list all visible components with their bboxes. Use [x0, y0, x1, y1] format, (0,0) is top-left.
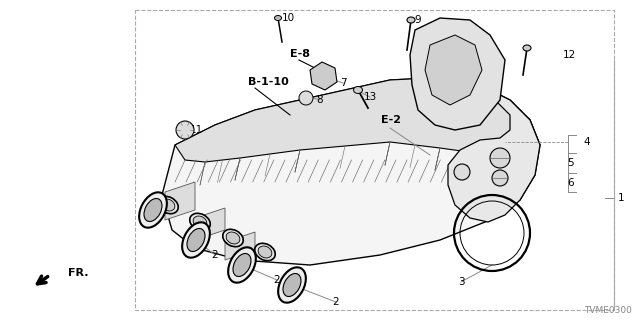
- Text: 7: 7: [340, 78, 346, 88]
- Circle shape: [176, 121, 194, 139]
- Ellipse shape: [182, 222, 210, 258]
- Text: 4: 4: [584, 137, 590, 147]
- Circle shape: [454, 164, 470, 180]
- Circle shape: [299, 91, 313, 105]
- Text: E-2: E-2: [381, 115, 401, 125]
- Polygon shape: [165, 182, 195, 220]
- Circle shape: [492, 170, 508, 186]
- Ellipse shape: [407, 17, 415, 23]
- Ellipse shape: [189, 213, 211, 231]
- Text: 3: 3: [458, 277, 464, 287]
- Ellipse shape: [161, 199, 175, 211]
- Polygon shape: [410, 18, 505, 130]
- Text: TVME0300: TVME0300: [584, 306, 632, 315]
- Polygon shape: [425, 35, 482, 105]
- Ellipse shape: [187, 228, 205, 252]
- Polygon shape: [310, 62, 337, 90]
- Text: 12: 12: [563, 50, 575, 60]
- Polygon shape: [448, 90, 540, 222]
- Text: 2: 2: [274, 275, 280, 285]
- Text: 10: 10: [282, 13, 294, 23]
- Ellipse shape: [139, 192, 167, 228]
- Text: 11: 11: [458, 165, 470, 175]
- Ellipse shape: [233, 253, 251, 276]
- Text: 6: 6: [568, 178, 574, 188]
- Text: 5: 5: [568, 158, 574, 168]
- Ellipse shape: [144, 198, 162, 221]
- Text: 2: 2: [150, 217, 156, 227]
- Text: 11: 11: [189, 125, 203, 135]
- Text: 9: 9: [415, 15, 421, 25]
- Polygon shape: [162, 78, 540, 265]
- Text: FR.: FR.: [68, 268, 88, 278]
- Polygon shape: [225, 232, 255, 260]
- Circle shape: [490, 148, 510, 168]
- Ellipse shape: [258, 246, 272, 258]
- Polygon shape: [195, 208, 225, 240]
- Bar: [135, 10, 614, 310]
- Ellipse shape: [255, 243, 275, 261]
- Ellipse shape: [283, 274, 301, 297]
- Text: 8: 8: [317, 95, 323, 105]
- Ellipse shape: [157, 196, 179, 214]
- Ellipse shape: [275, 15, 282, 20]
- Ellipse shape: [228, 247, 256, 283]
- Ellipse shape: [226, 232, 240, 244]
- Text: 2: 2: [333, 297, 339, 307]
- Ellipse shape: [193, 216, 207, 228]
- Polygon shape: [175, 78, 540, 162]
- Ellipse shape: [278, 267, 306, 303]
- Text: 1: 1: [618, 193, 624, 203]
- Text: E-8: E-8: [290, 49, 310, 59]
- Ellipse shape: [223, 229, 243, 247]
- Ellipse shape: [353, 86, 362, 93]
- Ellipse shape: [523, 45, 531, 51]
- Text: 2: 2: [212, 250, 218, 260]
- Text: 13: 13: [364, 92, 376, 102]
- Text: B-1-10: B-1-10: [248, 77, 289, 87]
